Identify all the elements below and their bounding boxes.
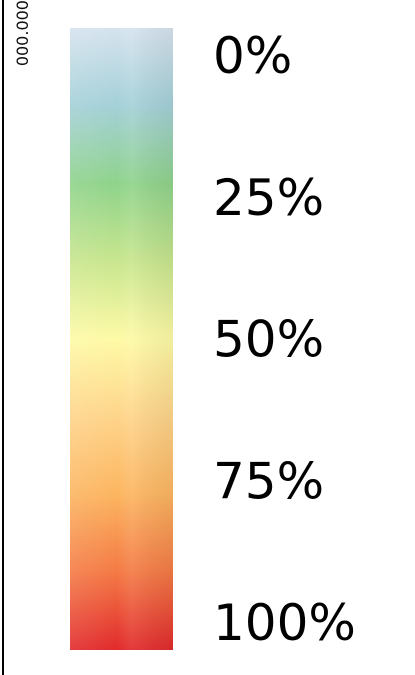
tick-label-75: 75%: [213, 452, 324, 510]
tick-labels: 0% 25% 50% 75% 100%: [213, 27, 356, 652]
tick-label-100: 100%: [213, 594, 356, 652]
gradient-bar-sheen: [70, 28, 173, 650]
left-axis-line: [2, 0, 4, 675]
tick-label-25: 25%: [213, 169, 324, 227]
tick-label-0: 0%: [213, 27, 292, 85]
tick-label-50: 50%: [213, 311, 324, 369]
